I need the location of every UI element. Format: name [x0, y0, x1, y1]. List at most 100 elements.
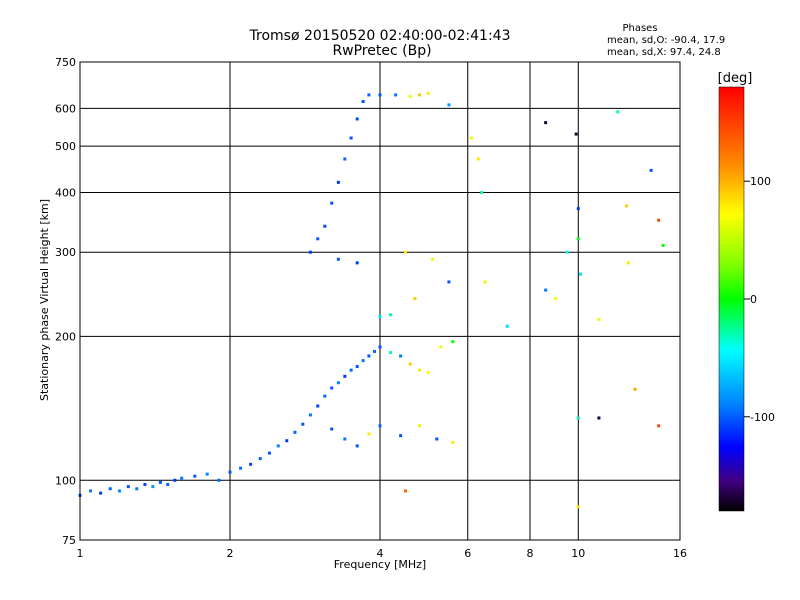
data-point	[447, 103, 451, 107]
data-point	[597, 317, 601, 321]
data-point	[249, 462, 253, 466]
x-tick-label: 8	[527, 547, 534, 560]
data-point	[378, 315, 382, 319]
data-point	[378, 93, 382, 97]
data-point	[403, 250, 407, 254]
y-tick-labels: 75 100 200 300 400 500 600 750	[55, 56, 76, 547]
data-point	[158, 480, 162, 484]
data-point	[576, 237, 580, 241]
data-point	[323, 394, 327, 398]
data-point	[408, 95, 412, 99]
data-point	[394, 93, 398, 97]
x-tick-label: 4	[377, 547, 384, 560]
chart-subtitle: RwPretec (Bp)	[332, 43, 431, 59]
data-point	[578, 272, 582, 276]
y-tick-label: 300	[55, 246, 76, 259]
data-point	[267, 451, 271, 455]
data-point	[451, 340, 455, 344]
data-points	[78, 91, 665, 509]
data-point	[633, 387, 637, 391]
data-point	[408, 362, 412, 366]
data-point	[166, 482, 170, 486]
colorbar-tick-label: 0	[750, 293, 757, 306]
data-point	[469, 136, 473, 140]
data-point	[180, 476, 184, 480]
colorbar-tick-label: -100	[750, 411, 775, 424]
data-point	[426, 91, 430, 95]
x-tick-label: 10	[571, 547, 585, 560]
data-point	[361, 359, 365, 363]
data-point	[413, 297, 417, 301]
data-point	[574, 132, 578, 136]
data-point	[336, 381, 340, 385]
data-point	[483, 280, 487, 284]
data-point	[117, 489, 121, 493]
colorbar-ticks: 100 0 -100	[744, 175, 775, 424]
data-point	[336, 257, 340, 261]
data-point	[336, 180, 340, 184]
data-point	[228, 470, 232, 474]
data-point	[399, 354, 403, 358]
data-point	[480, 190, 484, 194]
x-tick-label: 6	[464, 547, 471, 560]
data-point	[276, 444, 280, 448]
data-point	[217, 478, 221, 482]
data-point	[367, 93, 371, 97]
data-point	[349, 368, 353, 372]
data-point	[439, 345, 443, 349]
data-point	[330, 427, 334, 431]
data-point	[553, 297, 557, 301]
data-point	[476, 157, 480, 161]
grid	[79, 61, 681, 541]
data-point	[661, 243, 665, 247]
data-point	[126, 485, 130, 489]
data-point	[355, 364, 359, 368]
data-point	[361, 100, 365, 104]
data-point	[143, 482, 147, 486]
data-point	[389, 313, 393, 317]
data-point	[330, 201, 334, 205]
data-point	[343, 157, 347, 161]
x-axis-label: Frequency [MHz]	[334, 558, 426, 571]
data-point	[355, 117, 359, 121]
plot-frame	[79, 61, 681, 541]
data-point	[193, 474, 197, 478]
y-tick-label: 400	[55, 186, 76, 199]
data-point	[308, 250, 312, 254]
y-tick-label: 200	[55, 330, 76, 343]
colorbar-tick-label: 100	[750, 175, 771, 188]
data-point	[378, 345, 382, 349]
y-tick-label: 75	[62, 534, 76, 547]
data-point	[626, 261, 630, 265]
data-point	[367, 432, 371, 436]
data-point	[576, 416, 580, 420]
data-point	[417, 93, 421, 97]
data-point	[99, 491, 103, 495]
data-point	[316, 237, 320, 241]
colorbar	[718, 86, 745, 512]
data-point	[649, 168, 653, 172]
y-tick-label: 750	[55, 56, 76, 69]
data-point	[330, 386, 334, 390]
data-point	[505, 324, 509, 328]
data-point	[323, 224, 327, 228]
y-axis-label: Stationary phase Virtual Height [km]	[38, 199, 51, 401]
data-point	[258, 457, 262, 461]
data-point	[151, 485, 155, 489]
data-point	[308, 413, 312, 417]
data-point	[349, 136, 353, 140]
data-point	[447, 280, 451, 284]
data-point	[616, 110, 620, 114]
phases-o-line: mean, sd,O: -90.4, 17.9	[607, 35, 725, 46]
y-tick-label: 600	[55, 102, 76, 115]
data-point	[389, 351, 393, 355]
data-point	[108, 487, 112, 491]
y-tick-label: 500	[55, 140, 76, 153]
data-point	[316, 404, 320, 408]
data-point	[367, 354, 371, 358]
y-tick-label: 100	[55, 474, 76, 487]
data-point	[417, 368, 421, 372]
data-point	[403, 489, 407, 493]
x-tick-labels: 1 2 4 6 8 10 16	[77, 547, 688, 560]
